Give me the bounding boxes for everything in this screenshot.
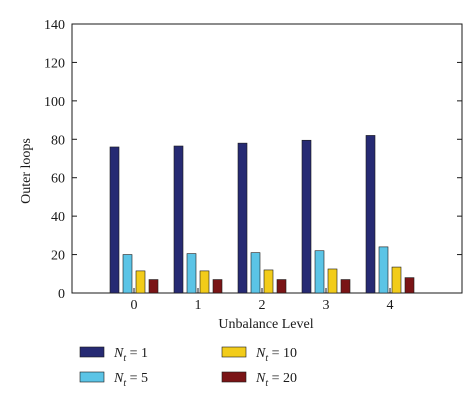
y-tick-label: 20 [51,249,65,264]
x-tick-label: 2 [259,298,266,313]
plot-border [71,23,463,294]
bar [365,135,376,294]
x-tick-label: 1 [195,298,202,313]
bar [135,270,146,294]
legend-swatch [79,371,105,383]
y-tick-label: 0 [58,287,65,302]
bar [301,139,312,294]
bar [186,253,197,294]
y-tick-label: 60 [51,172,65,187]
bar [378,246,389,294]
legend-item: Nt = 10 [221,346,297,364]
legend-swatch [221,346,247,358]
legend-item: Nt = 5 [79,371,148,389]
series-group [148,277,415,294]
x-tick-label: 3 [323,298,330,313]
y-tick-label: 40 [51,210,65,225]
legend-item: Nt = 1 [79,346,148,364]
bar [237,142,248,294]
legend-label: Nt = 5 [113,371,148,389]
plot-frame [71,23,463,294]
bar [109,146,120,294]
bar [199,270,210,294]
y-axis-title: Outer loops [19,138,34,204]
bar [276,279,287,294]
bar [391,266,402,294]
y-tick-label: 120 [44,56,65,71]
bars-layer [109,135,415,294]
bar [340,279,351,294]
bar [148,279,159,294]
y-tick-label: 140 [44,18,65,33]
bar [173,145,184,294]
bar [250,252,261,294]
legend-swatch [221,371,247,383]
bar [212,279,223,294]
bar [404,277,415,294]
legend: Nt = 1 Nt = 5 Nt = 10 Nt = 20 [79,346,297,389]
legend-swatch [79,346,105,358]
bar [122,254,133,294]
bar [263,269,274,294]
bar [314,250,325,294]
y-tick-label: 100 [44,95,65,110]
x-tick-label: 4 [387,298,394,313]
series-group [109,135,376,294]
bar [327,268,338,294]
x-axis: 0 1 2 3 4 [131,288,394,313]
series-group [122,246,389,294]
y-axis: 0 20 40 60 80 100 120 140 [44,18,462,302]
legend-label: Nt = 1 [113,346,148,364]
y-tick-label: 80 [51,133,65,148]
legend-item: Nt = 20 [221,371,297,389]
x-axis-title: Unbalance Level [218,317,313,332]
legend-label: Nt = 10 [255,346,297,364]
x-tick-label: 0 [131,298,138,313]
legend-label: Nt = 20 [255,371,297,389]
series-group [135,266,402,294]
